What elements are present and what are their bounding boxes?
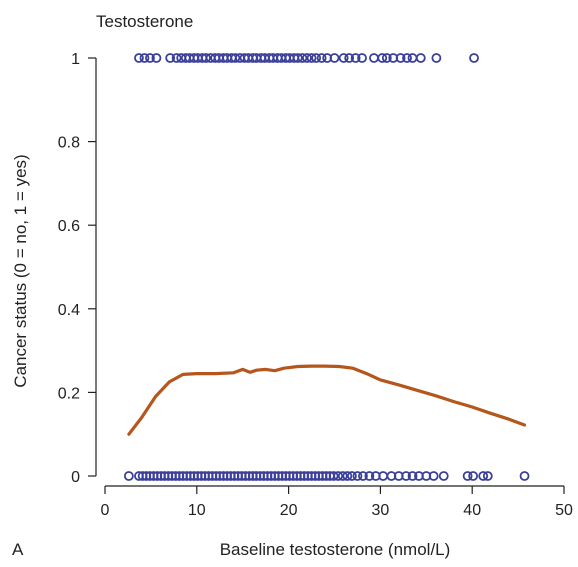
data-point: [338, 53, 349, 63]
data-point: [123, 471, 134, 481]
data-point: [428, 471, 439, 481]
tick-labels: 00.20.40.60.810 10 20 30 40 50: [58, 51, 573, 519]
x-tick-label: 20: [280, 502, 298, 519]
data-point: [381, 53, 392, 63]
x-tick-label: 40: [463, 502, 481, 519]
data-point: [134, 53, 144, 63]
data-point: [302, 53, 312, 63]
data-point: [344, 53, 355, 63]
x-tick-label: 50: [555, 502, 573, 519]
data-point: [369, 53, 379, 63]
data-point: [201, 53, 211, 63]
y-axis-title: Cancer status (0 = no, 1 = yes): [11, 154, 30, 387]
data-point: [357, 53, 367, 63]
x-tick-label: 10: [188, 502, 206, 519]
data-point: [342, 471, 353, 481]
data-point: [401, 471, 412, 481]
data-point: [402, 53, 412, 63]
data-point: [329, 53, 340, 63]
data-point: [352, 471, 363, 481]
y-tick-label: 0.4: [58, 302, 80, 319]
data-point: [347, 471, 357, 481]
y-tick-label: 0.6: [58, 218, 80, 235]
data-point: [415, 53, 426, 63]
data-point: [438, 471, 449, 481]
data-point: [519, 471, 530, 481]
data-point: [395, 53, 406, 63]
data-point: [292, 53, 303, 63]
chart-title: Testosterone: [96, 12, 193, 31]
x-tick-label: 0: [101, 502, 110, 519]
y-tick-label: 0.2: [58, 385, 80, 402]
y-tick-label: 0.8: [58, 135, 80, 152]
data-point: [469, 53, 479, 63]
data-point: [482, 471, 493, 481]
cancer-yes-points: [134, 53, 479, 63]
y-tick-label: 1: [71, 51, 80, 68]
data-point: [311, 53, 322, 63]
data-point: [364, 471, 375, 481]
data-point: [431, 53, 442, 63]
data-point: [358, 471, 368, 481]
data-point: [468, 471, 479, 481]
x-tick-label: 30: [372, 502, 390, 519]
cancer-no-points: [123, 471, 530, 481]
data-point: [478, 471, 489, 481]
y-tick-label: 0: [71, 469, 80, 486]
x-axis-title: Baseline testosterone (nmol/L): [220, 540, 451, 559]
data-point: [407, 471, 418, 481]
data-point: [151, 53, 162, 63]
data-point: [230, 53, 241, 63]
data-point: [328, 471, 339, 481]
data-point: [306, 53, 317, 63]
data-point: [407, 53, 418, 63]
data-point: [139, 53, 150, 63]
smooth-curve: [127, 364, 527, 436]
data-point: [165, 53, 176, 63]
axes: [88, 57, 565, 494]
data-point: [145, 53, 155, 63]
data-point: [337, 471, 348, 481]
data-point: [171, 53, 182, 63]
data-point: [316, 53, 327, 63]
data-point: [297, 53, 308, 63]
data-point: [333, 471, 344, 481]
data-point: [462, 471, 473, 481]
data-point: [377, 53, 388, 63]
data-point: [350, 53, 361, 63]
panel-label: A: [12, 540, 24, 559]
